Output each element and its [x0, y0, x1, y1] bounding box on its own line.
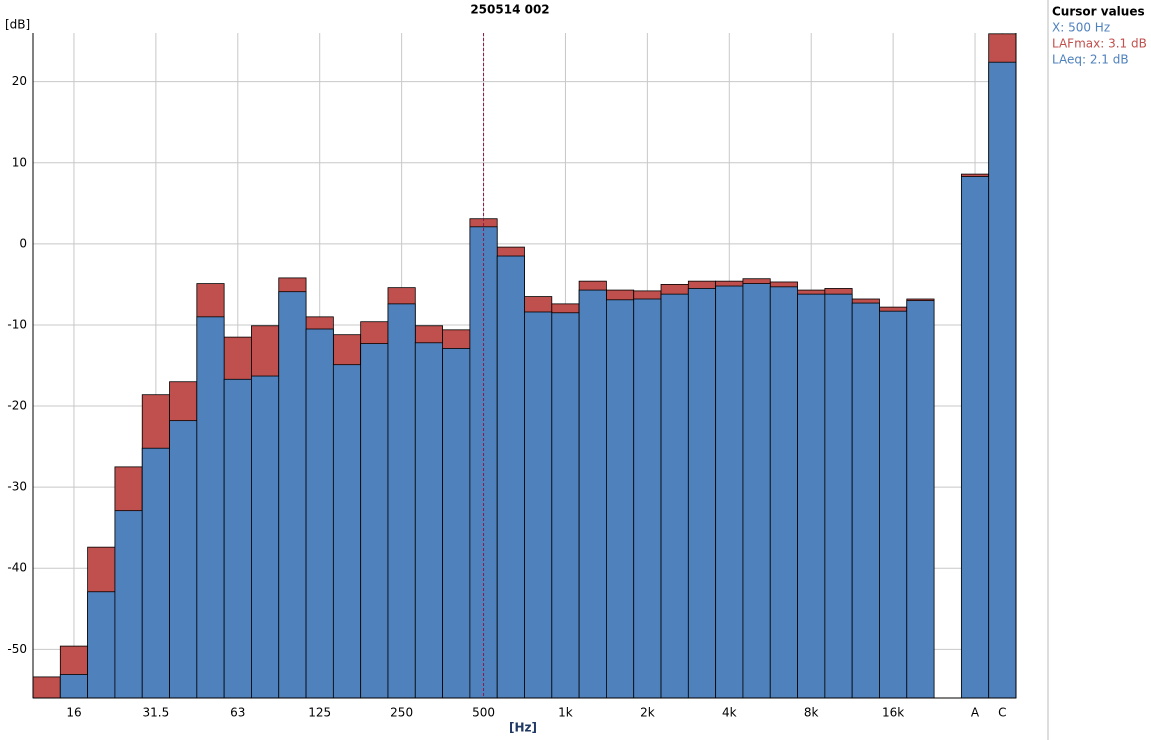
- bar: [141, 447, 170, 699]
- bar: [223, 378, 252, 699]
- bar: [59, 674, 89, 699]
- x-tick-label: 500: [472, 706, 495, 720]
- bar: [414, 342, 443, 699]
- bar: [851, 302, 880, 699]
- bar: [442, 348, 471, 699]
- bar: [633, 298, 662, 699]
- y-tick-label: 10: [12, 155, 27, 169]
- y-tick-label: -50: [7, 642, 27, 656]
- cursor-value: X: 500 Hz: [1052, 21, 1110, 35]
- y-tick-label: 20: [12, 74, 27, 88]
- bar: [606, 299, 635, 699]
- x-tick-label: 250: [390, 706, 413, 720]
- bar: [715, 285, 744, 699]
- x-tick-label: 4k: [722, 706, 737, 720]
- bar: [988, 61, 1017, 699]
- y-tick-label: -20: [7, 399, 27, 413]
- y-tick-label: -10: [7, 317, 27, 331]
- chart-title: 250514 002: [470, 3, 549, 17]
- cursor-title: Cursor values: [1052, 5, 1145, 19]
- bar: [524, 311, 553, 699]
- bar: [196, 316, 225, 699]
- bar: [551, 312, 580, 699]
- x-tick-label: A: [971, 706, 980, 720]
- bar: [332, 364, 362, 699]
- bar: [824, 293, 853, 699]
- bar: [87, 591, 116, 699]
- bar: [469, 226, 498, 699]
- y-axis-label: [dB]: [5, 18, 30, 32]
- bar: [687, 288, 717, 699]
- cursor-value: LAeq: 2.1 dB: [1052, 53, 1129, 67]
- x-tick-label: 16k: [882, 706, 904, 720]
- bar: [797, 293, 826, 699]
- x-tick-label: 8k: [804, 706, 819, 720]
- bar: [660, 293, 689, 699]
- bar: [169, 420, 198, 699]
- bar: [114, 510, 143, 699]
- x-tick-label: 63: [230, 706, 245, 720]
- x-tick-label: 2k: [640, 706, 655, 720]
- cursor-value: LAFmax: 3.1 dB: [1052, 37, 1147, 51]
- y-tick-label: -30: [7, 480, 27, 494]
- y-tick-label: 0: [19, 236, 27, 250]
- bar: [278, 291, 307, 699]
- y-tick-label: -40: [7, 561, 27, 575]
- bar: [578, 289, 607, 699]
- bar: [251, 375, 280, 699]
- bar: [879, 310, 908, 699]
- bar: [32, 676, 61, 699]
- bar: [496, 255, 525, 699]
- bar: [305, 328, 334, 699]
- x-axis-label: [Hz]: [509, 721, 537, 735]
- bar: [960, 176, 990, 699]
- bar: [769, 286, 798, 699]
- x-tick-label: C: [998, 706, 1006, 720]
- bar: [906, 300, 935, 699]
- bar: [387, 303, 416, 699]
- bar: [360, 343, 389, 699]
- x-tick-label: 16: [66, 706, 81, 720]
- x-tick-label: 1k: [558, 706, 573, 720]
- bar: [742, 283, 771, 699]
- x-tick-label: 31.5: [143, 706, 170, 720]
- x-tick-label: 125: [308, 706, 331, 720]
